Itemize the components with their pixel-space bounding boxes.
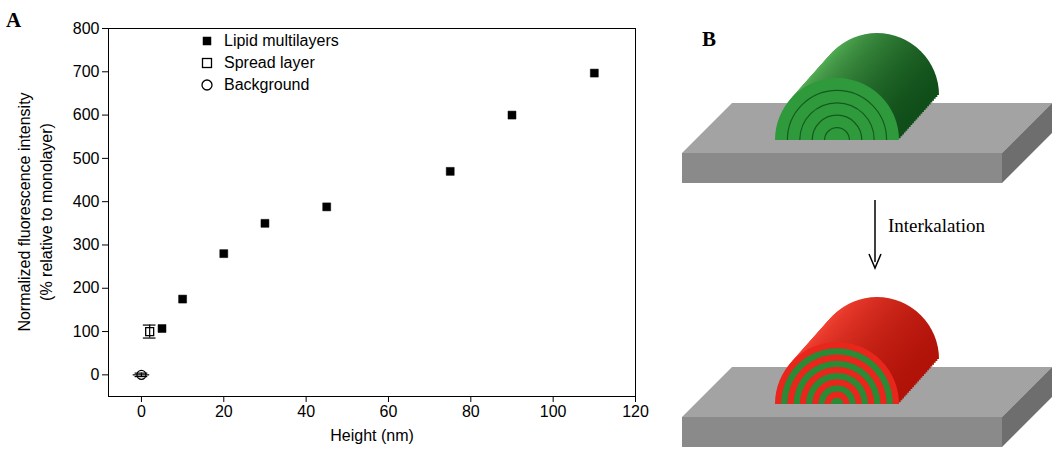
svg-text:Height (nm): Height (nm) — [330, 427, 414, 444]
svg-text:120: 120 — [622, 403, 649, 420]
svg-text:(% relative to monolayer): (% relative to monolayer) — [38, 123, 55, 301]
svg-text:0: 0 — [91, 366, 100, 383]
svg-text:80: 80 — [462, 403, 480, 420]
svg-text:200: 200 — [73, 279, 100, 296]
svg-text:0: 0 — [137, 403, 146, 420]
svg-text:B: B — [702, 27, 716, 51]
svg-text:800: 800 — [73, 20, 100, 37]
svg-text:Normalized fluorescence intens: Normalized fluorescence intensity — [16, 92, 33, 331]
svg-text:60: 60 — [380, 403, 398, 420]
html-text:A: A — [6, 8, 22, 32]
svg-text:600: 600 — [73, 106, 100, 123]
html-text:Lipid multilayers: Lipid multilayers — [224, 32, 339, 49]
svg-text:Interkalation: Interkalation — [888, 215, 986, 236]
svg-text:20: 20 — [215, 403, 233, 420]
html-text:Spread layer: Spread layer — [224, 54, 315, 71]
svg-text:700: 700 — [73, 63, 100, 80]
svg-text:100: 100 — [540, 403, 567, 420]
svg-text:40: 40 — [297, 403, 315, 420]
svg-text:500: 500 — [73, 150, 100, 167]
html-text:Background: Background — [224, 76, 310, 93]
svg-text:100: 100 — [73, 323, 100, 340]
svg-text:400: 400 — [73, 193, 100, 210]
svg-text:300: 300 — [73, 236, 100, 253]
